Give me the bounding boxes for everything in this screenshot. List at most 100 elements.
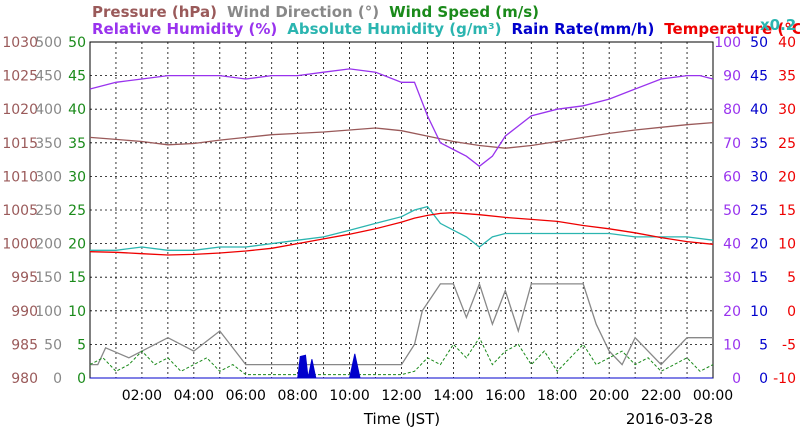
x-tick-label: 06:00 — [226, 388, 266, 404]
series-wind-direction — [90, 281, 713, 366]
pressure-tick-label: 990 — [11, 304, 38, 320]
wind-speed-tick-label: 15 — [68, 270, 86, 286]
wind-direction-tick-label: 500 — [35, 35, 62, 51]
rain-rate-tick-label: 15 — [750, 270, 768, 286]
series-pressure-hpa — [89, 121, 714, 149]
relative-humidity-tick-label: 0 — [732, 371, 741, 387]
rain-rate-tick-label: 35 — [750, 136, 768, 152]
series-rain-rate-mm-h — [90, 353, 713, 379]
relative-humidity-tick-label: 60 — [723, 169, 741, 185]
wind-speed-tick-label: 5 — [77, 337, 86, 353]
temperature-tick-label: 25 — [778, 136, 796, 152]
relative-humidity-tick-label: 70 — [723, 136, 741, 152]
rain-rate-tick-label: 45 — [750, 69, 768, 85]
rain-rate-tick-label: 40 — [750, 102, 768, 118]
pressure-tick-label: 1015 — [2, 136, 38, 152]
rain-rate-tick-label: 30 — [750, 169, 768, 185]
series-temperature-c — [89, 212, 714, 256]
rain-rate-tick-label: 5 — [759, 337, 768, 353]
pressure-tick-label: 1010 — [2, 169, 38, 185]
rain-rate-tick-label: 25 — [750, 203, 768, 219]
series-absolute-humidity-g-m — [90, 205, 714, 251]
wind-speed-tick-label: 10 — [68, 304, 86, 320]
wind-speed-tick-label: 45 — [68, 69, 86, 85]
pressure-tick-label: 1025 — [2, 69, 38, 85]
wind-direction-tick-label: 150 — [35, 270, 62, 286]
temperature-tick-label: -10 — [773, 371, 796, 387]
x-tick-label: 16:00 — [485, 388, 525, 404]
rain-rate-tick-label: 20 — [750, 237, 768, 253]
relative-humidity-tick-label: 20 — [723, 304, 741, 320]
relative-humidity-tick-label: 40 — [723, 237, 741, 253]
rain-rate-tick-label: 10 — [750, 304, 768, 320]
relative-humidity-tick-label: 100 — [714, 35, 741, 51]
wind-speed-tick-label: 40 — [68, 102, 86, 118]
relative-humidity-tick-label: 10 — [723, 337, 741, 353]
wind-direction-tick-label: 350 — [35, 136, 62, 152]
wind-speed-tick-label: 25 — [68, 203, 86, 219]
x-tick-label: 02:00 — [122, 388, 162, 404]
pressure-tick-label: 985 — [11, 337, 38, 353]
temperature-tick-label: 30 — [778, 102, 796, 118]
rain-rate-tick-label: 50 — [750, 35, 768, 51]
temperature-tick-label: 0 — [787, 304, 796, 320]
series-group — [89, 68, 714, 379]
date-label: 2016-03-28 — [626, 410, 713, 428]
legend-multiplier: x0.2 — [760, 16, 796, 34]
axis-tick-labels: 9809859909951000100510101015102010251030… — [2, 35, 796, 404]
x-tick-label: 08:00 — [277, 388, 317, 404]
wind-speed-tick-label: 20 — [68, 237, 86, 253]
x-tick-label: 14:00 — [433, 388, 473, 404]
x-tick-label: 22:00 — [641, 388, 681, 404]
wind-speed-tick-label: 35 — [68, 136, 86, 152]
wind-direction-tick-label: 0 — [53, 371, 62, 387]
wind-direction-tick-label: 50 — [44, 337, 62, 353]
wind-speed-tick-label: 50 — [68, 35, 86, 51]
temperature-tick-label: 20 — [778, 169, 796, 185]
pressure-tick-label: 995 — [11, 270, 38, 286]
wind-direction-tick-label: 100 — [35, 304, 62, 320]
temperature-tick-label: 35 — [778, 69, 796, 85]
x-axis-label: Time (JST) — [363, 410, 440, 428]
rain-rate-tick-label: 0 — [759, 371, 768, 387]
pressure-tick-label: 1000 — [2, 237, 38, 253]
wind-direction-tick-label: 200 — [35, 237, 62, 253]
temperature-tick-label: 10 — [778, 237, 796, 253]
legend-pressure-hpa: Pressure (hPa) — [92, 3, 217, 21]
x-tick-label: 12:00 — [381, 388, 421, 404]
pressure-tick-label: 1005 — [2, 203, 38, 219]
wind-direction-tick-label: 400 — [35, 102, 62, 118]
plot-grid — [90, 42, 713, 378]
wind-direction-tick-label: 300 — [35, 169, 62, 185]
x-tick-label: 04:00 — [174, 388, 214, 404]
x-tick-label: 10:00 — [329, 388, 369, 404]
pressure-tick-label: 1030 — [2, 35, 38, 51]
pressure-tick-label: 980 — [11, 371, 38, 387]
temperature-tick-label: 15 — [778, 203, 796, 219]
x-tick-label: 00:00 — [693, 388, 733, 404]
legend-relative-humidity: Relative Humidity (%) — [92, 20, 277, 38]
wind-direction-tick-label: 450 — [35, 69, 62, 85]
temperature-tick-label: -5 — [782, 337, 796, 353]
relative-humidity-tick-label: 30 — [723, 270, 741, 286]
relative-humidity-tick-label: 50 — [723, 203, 741, 219]
header-legend: Pressure (hPa) Wind Direction (°) Wind Spe… — [92, 3, 800, 38]
legend-temperature-c: Temperature (°C) — [664, 20, 800, 38]
wind-speed-tick-label: 0 — [77, 371, 86, 387]
x-tick-label: 20:00 — [589, 388, 629, 404]
legend-absolute-humidity-g-m: Absolute Humidity (g/m³) — [287, 20, 501, 38]
legend-rain-rate-mm-h: Rain Rate(mm/h) — [511, 20, 654, 38]
pressure-tick-label: 1020 — [2, 102, 38, 118]
relative-humidity-tick-label: 80 — [723, 102, 741, 118]
temperature-tick-label: 40 — [778, 35, 796, 51]
series-wind-speed-m-s — [89, 336, 714, 376]
legend-wind-direction: Wind Direction (°) — [227, 3, 379, 21]
x-tick-label: 18:00 — [537, 388, 577, 404]
legend-wind-speed-m-s: Wind Speed (m/s) — [389, 3, 539, 21]
wind-direction-tick-label: 250 — [35, 203, 62, 219]
temperature-tick-label: 5 — [787, 270, 796, 286]
series-relative-humidity — [89, 68, 714, 168]
relative-humidity-tick-label: 90 — [723, 69, 741, 85]
wind-speed-tick-label: 30 — [68, 169, 86, 185]
